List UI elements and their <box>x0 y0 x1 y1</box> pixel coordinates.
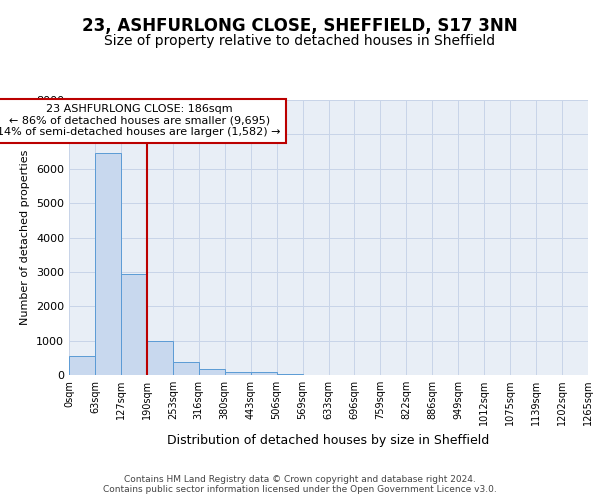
Bar <box>147 342 173 375</box>
Text: Size of property relative to detached houses in Sheffield: Size of property relative to detached ho… <box>104 34 496 48</box>
X-axis label: Distribution of detached houses by size in Sheffield: Distribution of detached houses by size … <box>167 434 490 446</box>
Y-axis label: Number of detached properties: Number of detached properties <box>20 150 31 325</box>
Bar <box>277 374 302 375</box>
Bar <box>199 370 224 375</box>
Text: 23 ASHFURLONG CLOSE: 186sqm
← 86% of detached houses are smaller (9,695)
14% of : 23 ASHFURLONG CLOSE: 186sqm ← 86% of det… <box>0 104 281 138</box>
Text: Contains HM Land Registry data © Crown copyright and database right 2024.
Contai: Contains HM Land Registry data © Crown c… <box>103 474 497 494</box>
Text: 23, ASHFURLONG CLOSE, SHEFFIELD, S17 3NN: 23, ASHFURLONG CLOSE, SHEFFIELD, S17 3NN <box>82 18 518 36</box>
Bar <box>121 274 147 375</box>
Bar <box>173 362 199 375</box>
Bar <box>95 154 121 375</box>
Bar <box>69 356 95 375</box>
Bar <box>251 372 277 375</box>
Bar <box>225 372 251 375</box>
